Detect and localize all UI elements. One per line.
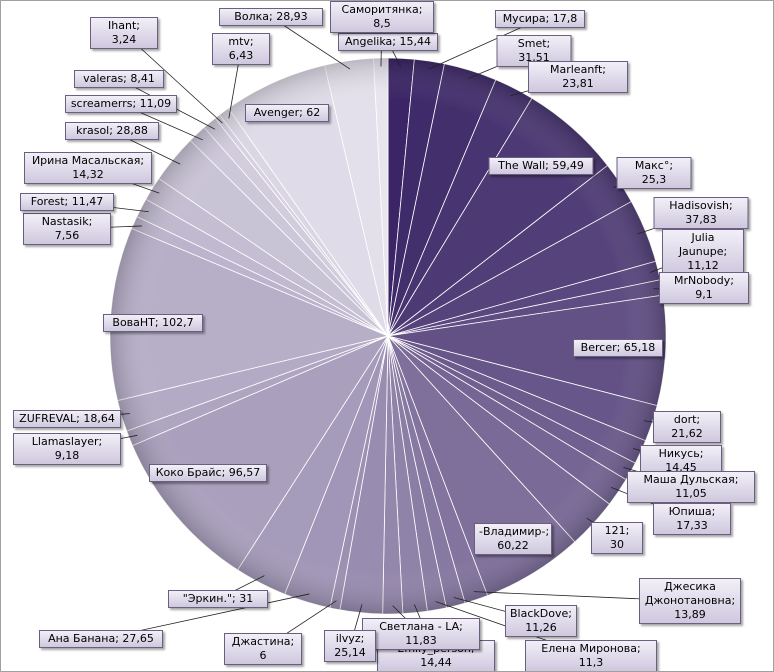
data-label: 121; 30: [591, 522, 643, 554]
data-label: ВоваНТ; 102,7: [103, 314, 203, 332]
data-label: MrNobody; 9,1: [659, 272, 749, 304]
data-label: The Wall; 59,49: [488, 157, 594, 175]
data-label: mtv; 6,43: [212, 33, 270, 65]
data-label: Ирина Масальская; 14,32: [24, 152, 152, 184]
data-label: Hadisovish; 37,83: [653, 197, 749, 229]
data-label: Макс°; 25,3: [616, 157, 692, 189]
data-label: ilvyz; 25,14: [324, 630, 376, 662]
data-label: Елена Миронова; 11,3: [525, 640, 657, 671]
data-label: Ihant; 3,24: [90, 17, 158, 49]
data-label: -Владимир-; 60,22: [474, 523, 552, 555]
data-label: Джастина; 6: [224, 633, 302, 665]
data-label: Ана Банана; 27,65: [39, 630, 163, 648]
data-label: Julia Jaunupe; 11,12: [662, 229, 744, 275]
data-label: Nastasik; 7,56: [23, 213, 111, 245]
data-label: screamerrs; 11,09: [65, 95, 177, 113]
data-label: Bercer; 65,18: [573, 339, 663, 357]
data-label: Marleanft; 23,81: [528, 61, 628, 93]
data-label: Саморитянка; 8,5: [330, 1, 434, 33]
data-label: Юпиша; 17,33: [653, 503, 731, 535]
data-label: dort; 21,62: [653, 411, 721, 443]
data-label: ZUFREVAL; 18,64: [13, 410, 121, 428]
data-label: Светлана - LA; 11,83: [362, 618, 480, 650]
data-label: Волка; 28,93: [219, 8, 323, 26]
data-label: Джесика Джонотановна; 13,89: [639, 578, 741, 624]
data-label: "Эркин."; 31: [168, 590, 268, 608]
data-label: Avenger; 62: [245, 104, 329, 122]
data-label: valeras; 8,41: [74, 70, 164, 88]
data-label: Llamaslayer; 9,18: [13, 433, 121, 465]
data-label: krasol; 28,88: [65, 122, 159, 140]
data-label: Коко Брайс; 96,57: [149, 464, 267, 482]
data-label: BlackDove; 11,26: [505, 605, 577, 637]
data-label: Мусира; 17,8: [495, 10, 585, 28]
data-label: Angelika; 15,44: [338, 33, 438, 51]
data-label: Маша Дульская; 11,05: [627, 471, 755, 503]
data-label: Forest; 11,47: [20, 193, 114, 211]
